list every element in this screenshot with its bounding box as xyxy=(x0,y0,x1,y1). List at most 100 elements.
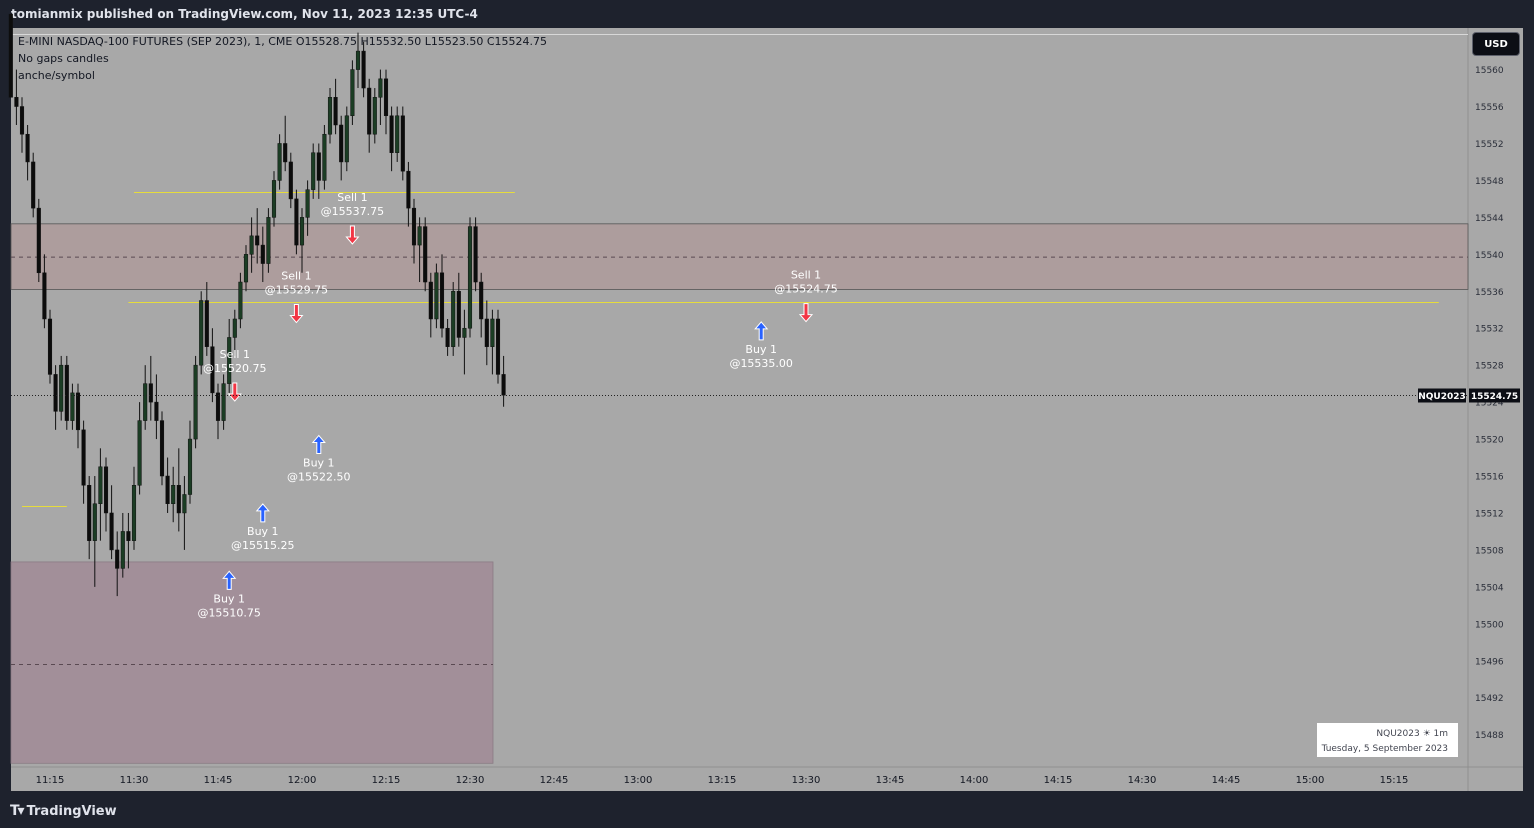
candle-body xyxy=(406,170,411,209)
trade-price-label: @15529.75 xyxy=(265,284,329,297)
candle-body xyxy=(495,318,501,375)
candle xyxy=(400,106,405,181)
candle xyxy=(395,106,400,162)
candle-body xyxy=(389,115,394,153)
sell-arrow-icon xyxy=(289,304,304,324)
candle xyxy=(333,78,338,135)
candle xyxy=(271,171,277,227)
candle-body xyxy=(322,133,327,181)
candle xyxy=(361,41,366,98)
price-tick-label: 15492 xyxy=(1475,694,1504,704)
time-tick-label: 11:15 xyxy=(36,775,65,786)
candle xyxy=(434,263,439,329)
candle-body xyxy=(36,207,41,274)
candle xyxy=(417,217,422,283)
candle-body xyxy=(176,485,181,514)
tradingview-logo[interactable]: T▾ TradingView xyxy=(10,802,117,820)
indicator-legend-anchor[interactable]: anche/symbol xyxy=(18,69,95,82)
candle-body xyxy=(462,327,467,338)
candle xyxy=(411,198,417,264)
candle xyxy=(131,466,137,550)
candle-body xyxy=(327,97,333,135)
candle xyxy=(19,97,25,153)
candle-body xyxy=(64,364,69,421)
candle xyxy=(367,78,372,153)
indicator-legend-no-gaps[interactable]: No gaps candles xyxy=(18,52,109,65)
tradingview-brand: TradingView xyxy=(26,803,117,819)
candle xyxy=(75,383,81,449)
candle xyxy=(350,60,355,125)
candle-body xyxy=(103,466,109,514)
last-price-label: 15524.75 xyxy=(1471,392,1518,402)
candle-body xyxy=(249,235,254,255)
candle-body xyxy=(187,438,193,495)
trade-label: Sell 1 xyxy=(281,270,311,283)
candle xyxy=(322,124,327,190)
candle xyxy=(187,420,193,504)
candle xyxy=(47,309,53,384)
candle xyxy=(243,245,249,292)
candle xyxy=(120,512,125,578)
publish-header-text: tomianmix published on TradingView.com, … xyxy=(11,7,478,21)
candle-body xyxy=(333,97,338,126)
price-tick-label: 15552 xyxy=(1475,140,1504,150)
supply-demand-zone xyxy=(10,561,494,764)
candle xyxy=(283,115,288,172)
price-tick-label: 15496 xyxy=(1475,657,1504,667)
candle-body xyxy=(120,531,125,569)
time-tick-label: 15:15 xyxy=(1380,775,1409,786)
candle xyxy=(305,180,310,236)
candle xyxy=(64,355,69,430)
candle-body xyxy=(467,226,473,329)
candle xyxy=(137,402,142,495)
candle-body xyxy=(428,281,433,320)
candle-body xyxy=(232,318,237,338)
sell-arrow-icon xyxy=(798,303,814,323)
candle-body xyxy=(81,429,86,486)
candle xyxy=(109,485,114,560)
sell-signal: Sell 1@15524.75 xyxy=(774,269,838,323)
candle-body xyxy=(204,300,209,347)
candle-body xyxy=(221,383,226,421)
candle xyxy=(215,383,221,440)
candle xyxy=(311,143,316,199)
candle-body xyxy=(434,272,439,320)
candle-body xyxy=(305,189,310,218)
price-tick-label: 15528 xyxy=(1475,362,1504,372)
candle-body xyxy=(182,494,187,514)
time-axis[interactable] xyxy=(11,767,1523,791)
candle-body xyxy=(137,420,142,486)
symbol-legend[interactable]: E-MINI NASDAQ-100 FUTURES (SEP 2023), 1,… xyxy=(18,35,548,48)
candle-body xyxy=(115,549,120,569)
candle-body xyxy=(260,244,265,264)
trade-label: Buy 1 xyxy=(303,457,335,470)
symbol-tag-label: NQU2023 xyxy=(1418,392,1466,402)
time-tick-label: 11:45 xyxy=(204,775,233,786)
candle-body xyxy=(411,207,417,246)
price-tick-label: 15524 xyxy=(1475,399,1504,409)
candle-body xyxy=(361,50,366,89)
candle xyxy=(490,309,495,375)
candle-body xyxy=(47,318,53,375)
candle xyxy=(456,272,461,347)
sell-arrow-icon xyxy=(345,225,360,245)
candle-body xyxy=(339,124,344,163)
currency-button[interactable]: USD xyxy=(1472,32,1520,56)
candle xyxy=(171,466,176,523)
candle xyxy=(25,124,30,181)
candle xyxy=(495,309,501,384)
candle xyxy=(484,300,489,366)
buy-arrow-icon xyxy=(754,321,769,341)
time-tick-label: 12:15 xyxy=(372,775,401,786)
candle xyxy=(53,365,58,430)
candle-body xyxy=(316,152,321,181)
candle-body xyxy=(42,272,47,320)
candle xyxy=(176,448,181,532)
candle-body xyxy=(283,143,288,163)
candle-body xyxy=(266,217,271,264)
sell-signal: Sell 1@15537.75 xyxy=(321,191,384,245)
candle xyxy=(389,106,394,172)
candle xyxy=(182,476,187,550)
time-tick-label: 14:15 xyxy=(1044,775,1073,786)
